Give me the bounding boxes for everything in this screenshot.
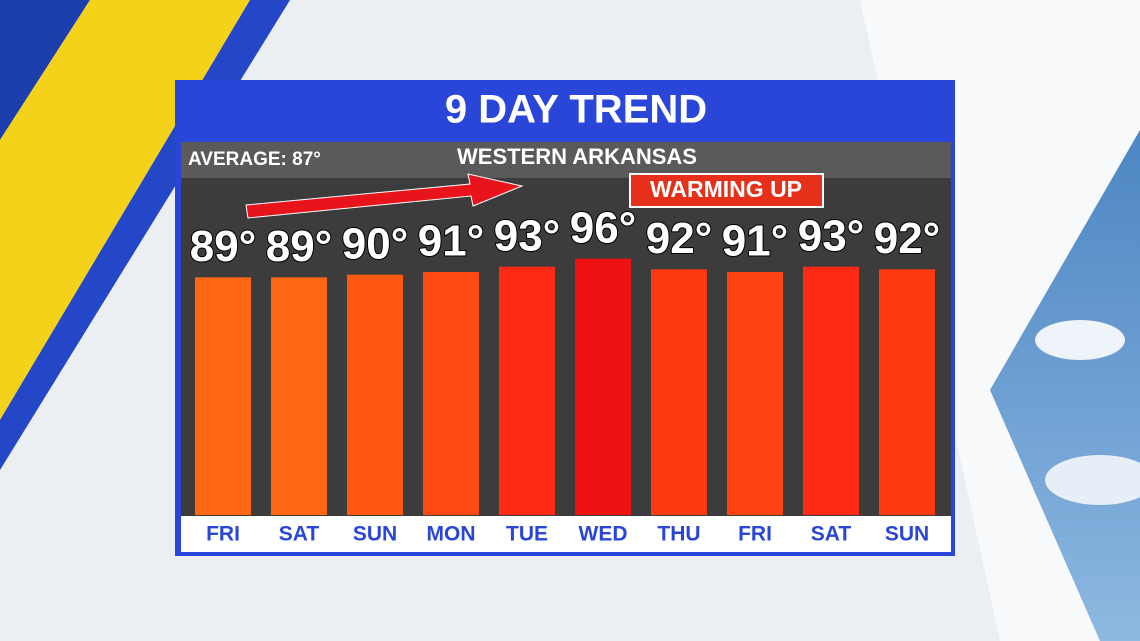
value-label: 92° [874, 214, 941, 263]
chart-subtitle: WESTERN ARKANSAS [457, 144, 697, 169]
sky-image [990, 130, 1140, 641]
category-band [181, 516, 951, 552]
x-tick-label: TUE [506, 523, 548, 546]
value-label: 90° [342, 219, 409, 268]
average-note: AVERAGE: 87° [188, 149, 321, 170]
x-tick-label: SUN [885, 523, 929, 546]
trend-arrow [245, 173, 524, 219]
value-label: 93° [798, 211, 865, 260]
cloud [1045, 455, 1140, 505]
value-label: 91° [418, 217, 485, 266]
bars: FRI 89° SAT 89° SUN 90° MON 91° TUE 93° WED 96° THU 9… [189, 202, 942, 546]
bar [575, 258, 631, 515]
bar [879, 269, 935, 515]
warming-badge [629, 173, 824, 208]
x-tick-label: THU [657, 523, 700, 546]
warming-note: WARMING UP [650, 176, 802, 202]
bar [499, 266, 555, 515]
bar [423, 272, 479, 515]
bar [803, 266, 859, 515]
bar [651, 269, 707, 515]
bar [195, 277, 251, 515]
value-label: 93° [494, 211, 561, 260]
bar [347, 274, 403, 515]
value-label: 89° [190, 222, 257, 271]
cloud [1035, 320, 1125, 360]
x-tick-label: MON [427, 523, 476, 546]
subtitle-band [181, 142, 951, 178]
x-tick-label: FRI [738, 523, 772, 546]
value-label: 96° [570, 203, 637, 252]
x-tick-label: SUN [353, 523, 397, 546]
chart-title: 9 DAY TREND [445, 88, 707, 132]
value-label: 92° [646, 214, 713, 263]
value-label: 91° [722, 217, 789, 266]
x-tick-label: SAT [279, 523, 320, 546]
bar [271, 277, 327, 515]
value-label: 89° [266, 222, 333, 271]
x-tick-label: FRI [206, 523, 240, 546]
x-tick-label: WED [579, 523, 628, 546]
bar [727, 272, 783, 515]
x-tick-label: SAT [811, 523, 852, 546]
